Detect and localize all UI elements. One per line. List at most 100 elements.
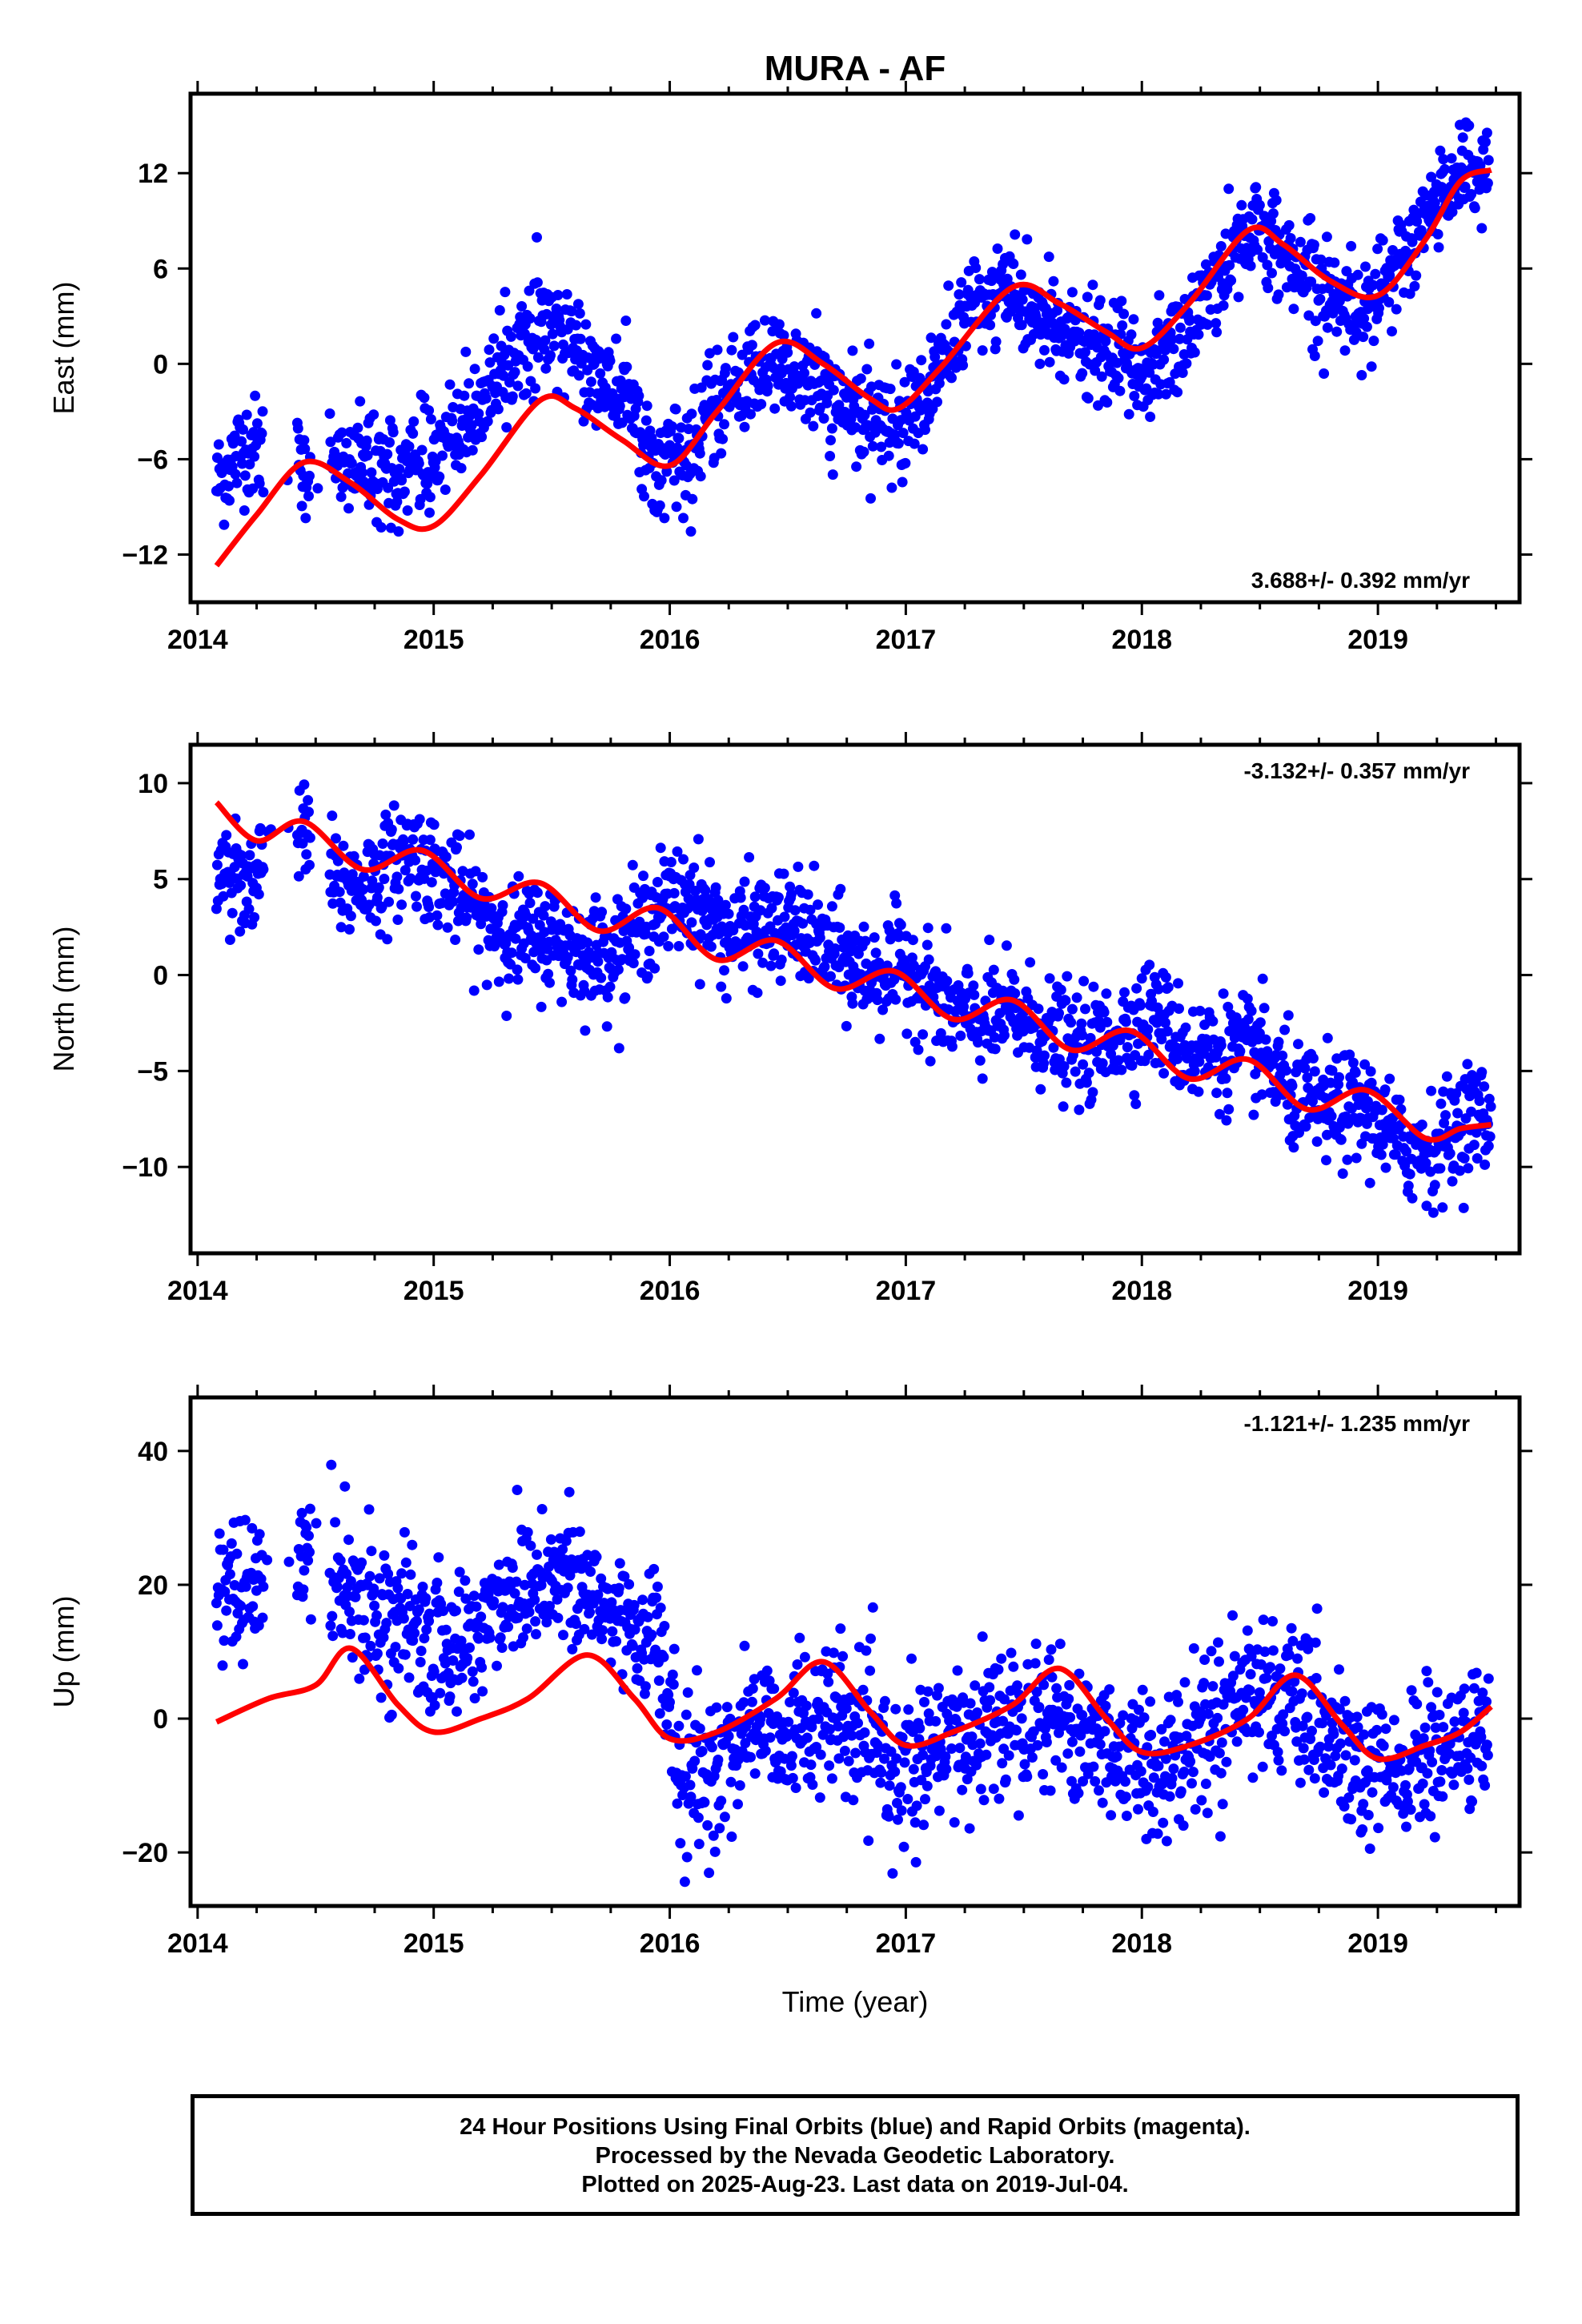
- data-point: [611, 333, 622, 344]
- data-point: [530, 1616, 541, 1627]
- data-point: [545, 1534, 556, 1545]
- data-point: [694, 448, 705, 459]
- data-point: [596, 1634, 608, 1645]
- data-point: [464, 829, 475, 840]
- data-point: [920, 1794, 930, 1805]
- data-point: [788, 1687, 799, 1699]
- data-point: [1119, 987, 1130, 998]
- data-point: [860, 935, 871, 947]
- data-point: [658, 1651, 669, 1663]
- data-point: [1438, 154, 1449, 165]
- data-point: [759, 883, 770, 894]
- data-point: [919, 1696, 930, 1707]
- data-point: [827, 469, 838, 480]
- data-point: [1299, 1754, 1310, 1765]
- data-point: [504, 973, 515, 984]
- data-point: [661, 1719, 673, 1730]
- data-point: [292, 423, 303, 434]
- data-point: [231, 1548, 243, 1559]
- data-point: [1476, 1067, 1488, 1078]
- data-point: [1436, 1765, 1447, 1775]
- data-point: [525, 1540, 536, 1551]
- data-point: [1297, 1720, 1308, 1731]
- data-point: [241, 409, 252, 420]
- data-point: [1279, 1726, 1291, 1737]
- data-point: [575, 333, 586, 344]
- data-point: [243, 903, 255, 915]
- data-point: [1308, 239, 1319, 251]
- data-point: [492, 404, 504, 415]
- data-point: [1352, 269, 1363, 280]
- data-point: [669, 1643, 680, 1655]
- data-point: [571, 320, 581, 331]
- data-point: [1223, 183, 1235, 195]
- data-point: [460, 1575, 471, 1586]
- data-point: [1074, 1104, 1085, 1116]
- data-point: [464, 1642, 475, 1653]
- y-tick-label: −5: [137, 1056, 168, 1087]
- data-point: [1435, 1098, 1447, 1109]
- data-point: [1373, 1823, 1384, 1834]
- data-point: [579, 1623, 590, 1634]
- data-point: [1048, 1042, 1059, 1053]
- data-point: [628, 958, 639, 969]
- data-point: [1256, 1089, 1267, 1100]
- data-point: [1407, 236, 1418, 247]
- data-point: [1050, 1755, 1062, 1766]
- data-point: [484, 357, 496, 368]
- y-tick-label: −6: [137, 444, 168, 475]
- data-point: [571, 1618, 581, 1630]
- x-tick-label: 2018: [1111, 1276, 1172, 1306]
- data-point: [582, 937, 593, 948]
- data-point: [417, 1582, 428, 1592]
- data-point: [757, 957, 769, 968]
- data-point: [1044, 973, 1055, 984]
- data-point: [1186, 1778, 1197, 1789]
- data-point: [1122, 1042, 1133, 1053]
- data-point: [347, 1652, 358, 1663]
- data-point: [1329, 257, 1340, 268]
- data-point: [1179, 1677, 1191, 1688]
- data-point: [752, 987, 763, 999]
- data-point: [638, 870, 648, 882]
- data-point: [338, 840, 349, 851]
- data-point: [1196, 1795, 1207, 1806]
- data-point: [544, 1601, 555, 1611]
- data-point: [1026, 1752, 1038, 1763]
- data-point: [773, 319, 785, 330]
- data-point: [966, 1731, 978, 1743]
- data-point: [1059, 324, 1070, 335]
- data-point: [1035, 1084, 1046, 1095]
- data-point: [861, 364, 873, 375]
- data-point: [763, 1707, 774, 1719]
- data-point: [572, 299, 584, 310]
- fit-curve: [214, 167, 1492, 568]
- data-point: [890, 1703, 901, 1715]
- data-point: [954, 1743, 966, 1754]
- data-point: [821, 397, 833, 408]
- data-point: [1409, 280, 1420, 292]
- data-point: [1447, 1176, 1458, 1187]
- data-point: [1081, 1077, 1092, 1088]
- x-tick-label: 2018: [1111, 625, 1172, 655]
- data-point: [473, 408, 484, 419]
- data-point: [541, 308, 552, 320]
- data-point: [1215, 1831, 1226, 1842]
- data-point: [813, 899, 823, 911]
- data-point: [1370, 268, 1381, 279]
- data-point: [867, 1602, 878, 1613]
- data-point: [680, 1771, 691, 1782]
- data-point: [814, 932, 825, 943]
- data-point: [556, 996, 568, 1007]
- data-point: [358, 871, 369, 882]
- data-point: [1160, 388, 1171, 400]
- data-point: [1116, 296, 1127, 307]
- data-point: [1218, 300, 1229, 311]
- data-point: [1462, 1763, 1473, 1774]
- data-point: [690, 886, 701, 896]
- data-point: [1346, 1814, 1357, 1825]
- data-point: [558, 1630, 568, 1641]
- data-point: [500, 287, 511, 298]
